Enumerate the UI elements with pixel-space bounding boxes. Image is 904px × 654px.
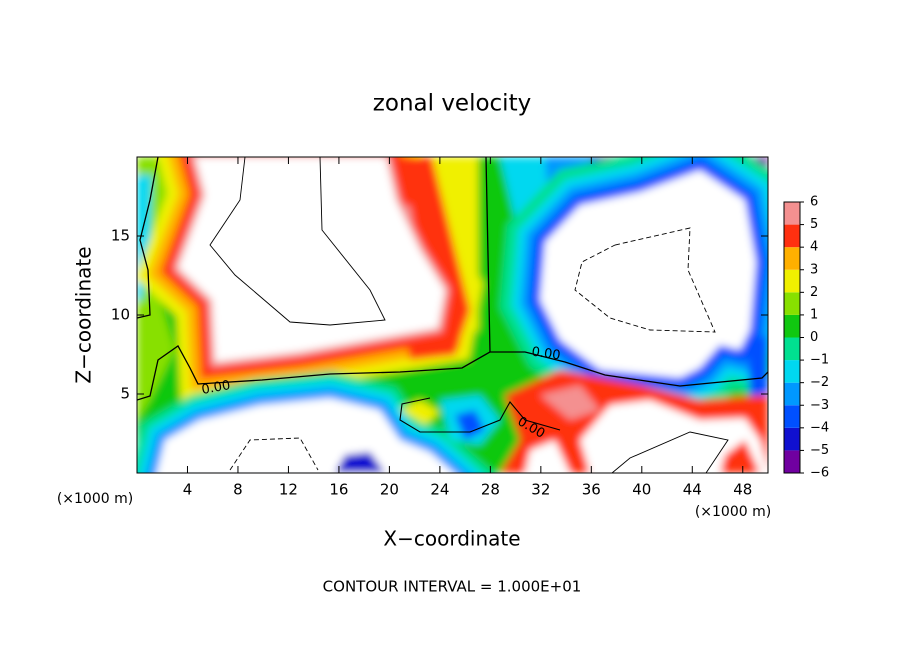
x-tick-label: 16 [329, 481, 348, 499]
x-tick-label: 28 [481, 481, 500, 499]
contour-fill [540, 385, 600, 420]
out-of-range [156, 398, 454, 473]
out-of-range [525, 440, 570, 473]
contour-line [399, 397, 561, 433]
colorbar-bin [784, 292, 800, 315]
colorbar-label: 3 [810, 262, 818, 277]
colorbar-bin [784, 269, 800, 293]
footer: CONTOUR INTERVAL = 1.000E+01 [323, 578, 582, 596]
x-tick-label: 36 [582, 481, 601, 499]
colorbar-label: −1 [810, 353, 829, 368]
y-unit-label: (×1000 m) [57, 491, 133, 507]
x-tick-label: 40 [632, 481, 651, 499]
out-of-range [540, 170, 756, 378]
contour-line [229, 437, 319, 471]
contour-line [137, 157, 159, 319]
colorbar-bin [784, 382, 800, 406]
contour-fill [335, 452, 385, 473]
contour-fill [400, 400, 440, 425]
colorbar-label: 2 [810, 285, 818, 300]
x-tick-label: 48 [733, 481, 752, 499]
colorbar-label: −4 [810, 420, 829, 435]
colorbar-bin [784, 360, 800, 383]
contour-line [209, 157, 386, 326]
y-tick-label: 10 [111, 306, 130, 324]
contour-fill [720, 440, 760, 473]
x-tick-label: 4 [183, 481, 193, 499]
y-tick-label: 15 [111, 227, 130, 245]
colorbar-label: 1 [810, 307, 818, 322]
colorbar-label: 4 [810, 240, 818, 255]
colorbar-label: −3 [810, 398, 829, 413]
colorbar-bin [784, 202, 800, 225]
contour-label: 0.00 [200, 378, 231, 398]
colorbar-label: 6 [810, 195, 818, 210]
x-axis-label: X−coordinate [383, 527, 520, 551]
x-unit-label: (×1000 m) [695, 504, 771, 520]
colorbar-bin [784, 224, 800, 248]
colorbar-label: 0 [810, 330, 818, 345]
colorbar-bin [784, 247, 800, 270]
colorbar-bin [784, 450, 800, 473]
colorbar-label: −5 [810, 443, 829, 458]
x-tick-label: 20 [380, 481, 399, 499]
contour-line [490, 351, 768, 387]
x-tick-label: 44 [683, 481, 702, 499]
out-of-range [178, 157, 445, 362]
contour-line [137, 157, 491, 401]
x-tick-label: 8 [233, 481, 243, 499]
y-tick-label: 5 [120, 385, 130, 403]
out-of-range [580, 400, 768, 473]
colorbar-label: −6 [810, 466, 829, 481]
contour-lines: 0.000.000.00 [137, 157, 768, 473]
colorbar-bin [784, 337, 800, 361]
x-tick-label: 24 [430, 481, 449, 499]
x-tick-label: 12 [279, 481, 298, 499]
contour-line [611, 431, 729, 473]
chart-title: zonal velocity [373, 91, 531, 117]
field: 0.000.000.00 [137, 157, 768, 473]
colorbar-bin [784, 427, 800, 451]
colorbar-bin [784, 405, 800, 428]
x-tick-label: 32 [531, 481, 550, 499]
y-axis-label: Z−coordinate [72, 246, 96, 383]
colorbar-label: 5 [810, 217, 818, 232]
contour-line [574, 227, 716, 333]
field-fill [137, 157, 768, 473]
contour-label: 0.00 [531, 345, 562, 364]
colorbar-label: −2 [810, 375, 829, 390]
colorbar-bin [784, 314, 800, 338]
